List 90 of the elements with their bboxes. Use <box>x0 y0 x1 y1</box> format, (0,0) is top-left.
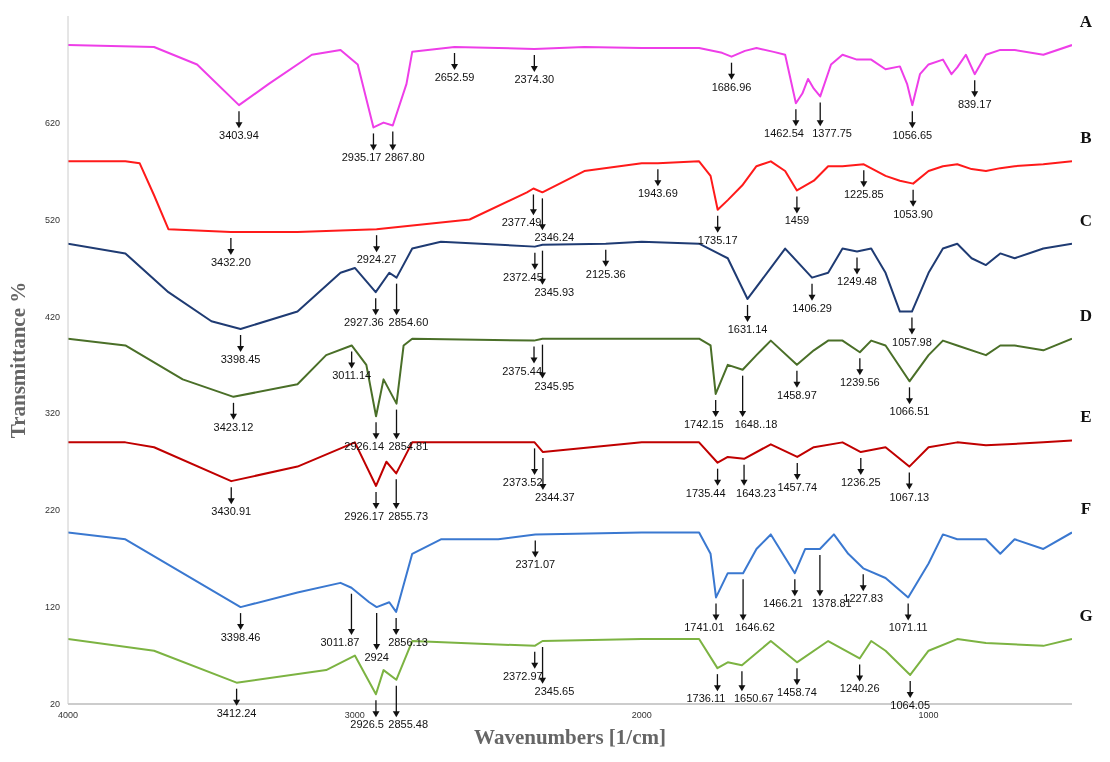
annotation: 1071.11 <box>888 621 928 634</box>
annotation: 2855.73 <box>388 509 429 522</box>
annotation: 1459 <box>784 214 810 227</box>
annotation: 2856.13 <box>388 635 428 648</box>
annotation: 1631.14 <box>727 322 768 335</box>
annotation: 1643.23 <box>736 486 776 499</box>
series-label: C <box>1079 210 1093 230</box>
annotation: 1736.11 <box>686 692 726 705</box>
annotation: 1377.75 <box>812 127 852 140</box>
annotation: 1053.90 <box>893 207 933 220</box>
y-axis-title: Transmittance % <box>6 281 31 439</box>
y-tick-label: 620 <box>44 117 60 128</box>
annotation: 3412.24 <box>216 706 257 719</box>
annotation: 2867.80 <box>384 151 425 164</box>
annotation: 1686.96 <box>711 80 752 93</box>
annotation: 3423.12 <box>213 420 254 433</box>
annotation: 1056.65 <box>892 129 933 142</box>
annotation: 1646.62 <box>735 621 775 634</box>
annotation: 1066.51 <box>889 405 930 418</box>
annotation: 3398.45 <box>220 352 261 365</box>
annotation: 2652.59 <box>434 71 475 84</box>
x-tick-label: 3000 <box>344 710 365 721</box>
y-tick-label: 120 <box>44 602 60 613</box>
annotation: 1064.05 <box>890 698 931 711</box>
annotation: 1225.85 <box>843 188 884 201</box>
x-tick-label: 2000 <box>631 710 652 721</box>
annotation: 1057.98 <box>892 335 932 348</box>
annotation: 2372.45 <box>503 270 543 283</box>
x-tick-label: 1000 <box>918 710 939 721</box>
annotation: 1466.21 <box>763 597 803 610</box>
annotation: 2924 <box>364 650 389 663</box>
annotation: 2855.48 <box>388 718 429 731</box>
line-series <box>68 337 1072 418</box>
line-series <box>68 44 1072 129</box>
annotation: 1236.25 <box>840 476 881 489</box>
annotation: 1735.44 <box>685 486 726 499</box>
annotation: 2924.27 <box>356 253 397 266</box>
y-tick-label: 520 <box>44 214 60 225</box>
annotation: 2854.60 <box>388 316 429 329</box>
annotation: 3430.91 <box>211 505 252 518</box>
annotation: 1462.54 <box>764 127 804 140</box>
annotation: 3011.87 <box>320 635 360 648</box>
series-label: D <box>1079 305 1093 325</box>
annotation: 1239.56 <box>839 376 880 389</box>
annotation: 1943.69 <box>637 187 678 200</box>
annotation: 1067.13 <box>889 490 930 503</box>
annotation: 2346.24 <box>534 231 575 244</box>
annotation: 2345.65 <box>534 684 575 697</box>
y-tick-label: 20 <box>49 699 60 710</box>
annotation: 2926.17 <box>344 509 385 522</box>
series-label: E <box>1080 407 1092 427</box>
annotation: 1742.15 <box>683 417 724 430</box>
line-series <box>68 160 1072 234</box>
annotation: 3432.20 <box>210 256 251 269</box>
annotation: 2377.49 <box>501 216 542 229</box>
annotation: 2375.44 <box>502 364 543 377</box>
annotation: 1741.01 <box>684 621 725 634</box>
annotation: 2374.30 <box>514 72 555 85</box>
series-label: A <box>1079 12 1093 32</box>
y-tick-label: 420 <box>44 311 60 322</box>
annotation: 2935.17 <box>341 151 382 164</box>
annotation: 1648..18 <box>734 417 778 430</box>
annotation: 1406.29 <box>792 301 832 314</box>
annotation: 1458.74 <box>777 686 817 699</box>
annotation: 3398.46 <box>220 631 261 644</box>
annotation: 2345.93 <box>534 285 575 298</box>
annotation: 2926.5 <box>350 718 384 731</box>
annotation: 1458.97 <box>777 388 817 401</box>
annotation: 2125.36 <box>585 267 626 280</box>
series-label: F <box>1080 499 1092 519</box>
series-label: G <box>1079 606 1093 626</box>
annotation: 2372.97 <box>502 669 543 682</box>
y-tick-label: 320 <box>44 408 60 419</box>
x-axis-title: Wavenumbers [1/cm] <box>474 725 666 749</box>
line-series <box>68 531 1072 613</box>
annotation: 839.17 <box>957 98 992 111</box>
annotation: 2345.95 <box>534 379 575 392</box>
annotation: 2373.52 <box>502 476 543 489</box>
annotation: 1735.17 <box>697 233 738 246</box>
annotation: 1457.74 <box>777 480 818 493</box>
annotation: 1650.67 <box>733 692 774 705</box>
y-tick-label: 220 <box>44 505 60 516</box>
series-label: B <box>1080 128 1092 148</box>
annotation: 2927.36 <box>343 316 384 329</box>
x-tick-label: 4000 <box>57 710 79 721</box>
annotation: 1249.48 <box>837 275 877 288</box>
annotation: 2344.37 <box>534 491 575 504</box>
annotation: 3403.94 <box>219 129 259 142</box>
annotation: 2371.07 <box>515 558 556 571</box>
annotation: 1240.26 <box>839 682 880 695</box>
